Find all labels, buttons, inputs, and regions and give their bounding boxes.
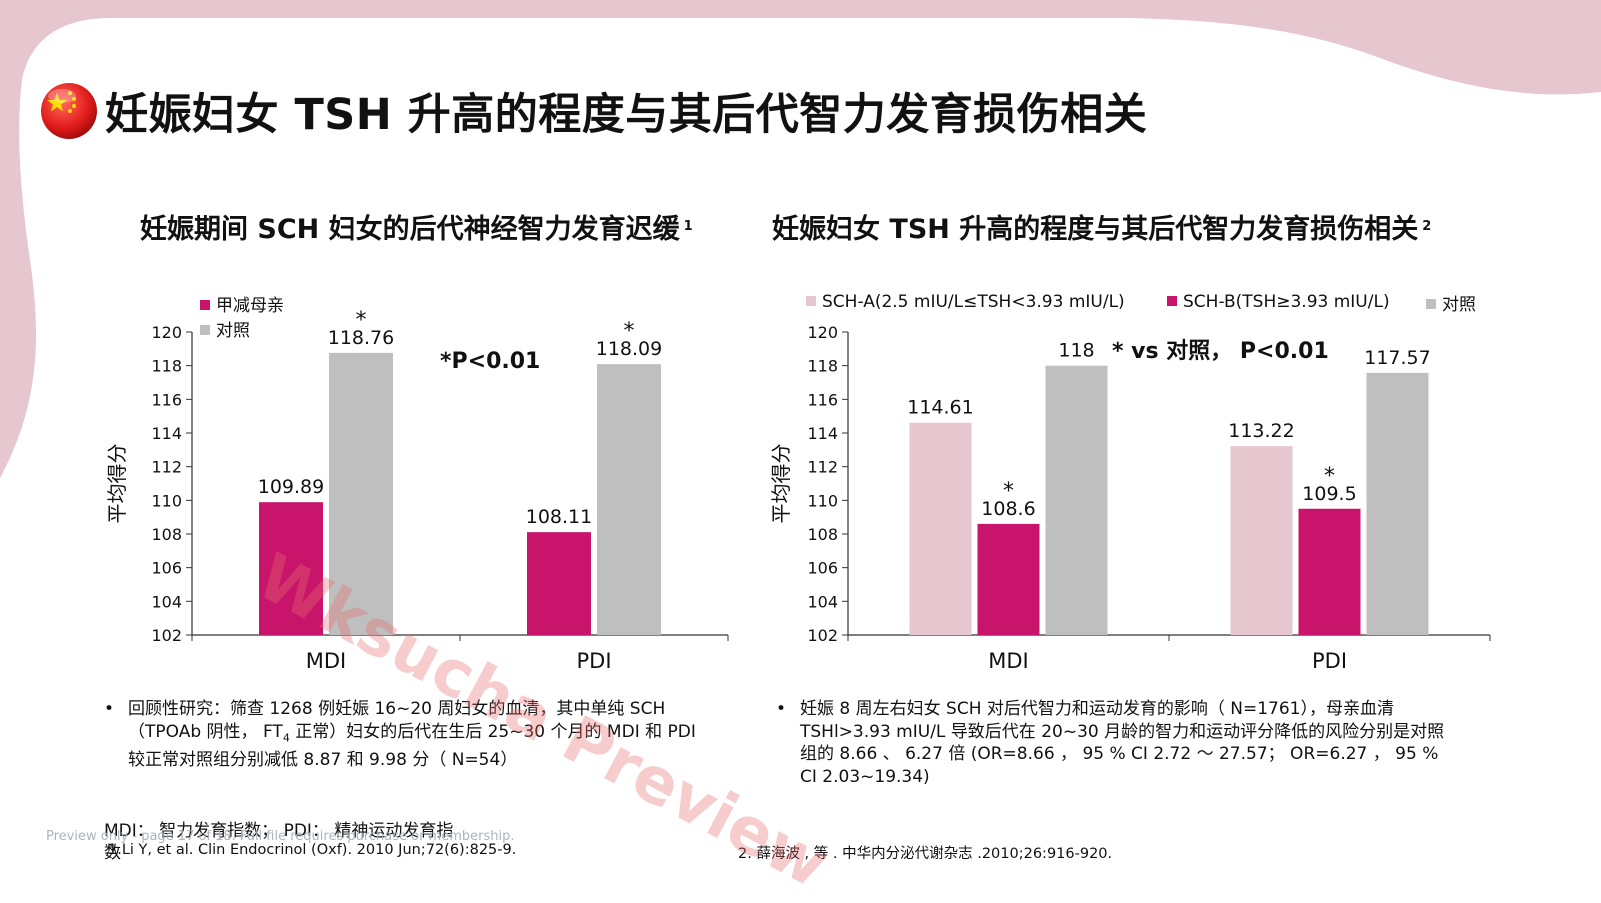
bullet-dot: • <box>776 699 787 719</box>
flag-icon <box>40 82 98 140</box>
y-tick-label: 106 <box>807 559 838 578</box>
bar <box>597 364 661 635</box>
right-chart-subtitle: 妊娠妇女 TSH 升高的程度与其后代智力发育损伤相关 2 <box>772 207 1431 246</box>
data-label: 114.61 <box>907 397 973 419</box>
data-label: 113.22 <box>1228 420 1294 442</box>
right-bullet-text: 妊娠 8 周左右妇女 SCH 对后代智力和运动发育的影响（ N=1761），母亲… <box>800 699 1445 787</box>
left-subtitle-ref: 1 <box>683 219 693 234</box>
y-tick-label: 106 <box>151 559 182 578</box>
y-tick-label: 116 <box>151 390 182 409</box>
data-label: 109.89 <box>258 476 324 498</box>
significance-star: * <box>1003 479 1014 504</box>
legend-swatch <box>1426 299 1436 309</box>
bar <box>527 532 591 635</box>
y-tick-label: 102 <box>807 626 838 645</box>
legend-swatch <box>200 325 210 335</box>
left-subtitle-text: 妊娠期间 SCH 妇女的后代神经智力发育迟缓 <box>140 214 680 245</box>
left-bullet-subscript: 4 <box>282 730 290 744</box>
y-tick-label: 120 <box>807 323 838 342</box>
bullet-dot: • <box>104 699 115 719</box>
y-tick-label: 104 <box>807 592 838 611</box>
y-tick-label: 108 <box>807 525 838 544</box>
left-bullet-text: 回顾性研究：筛查 1268 例妊娠 16~20 周妇女的血清，其中单纯 SCH … <box>128 699 666 742</box>
bar <box>259 502 323 635</box>
data-label: 117.57 <box>1364 347 1430 369</box>
data-label: 109.5 <box>1302 483 1356 505</box>
y-tick-label: 114 <box>807 424 838 443</box>
abbreviation-note-line2: 数 <box>104 843 121 863</box>
y-tick-label: 116 <box>807 390 838 409</box>
bar <box>1045 365 1108 635</box>
y-tick-label: 112 <box>807 458 838 477</box>
bar <box>1298 508 1361 635</box>
data-label: 108.11 <box>526 506 592 528</box>
page-title: 妊娠妇女 TSH 升高的程度与其后代智力发育损伤相关 <box>105 90 1148 140</box>
left-bullet: • 回顾性研究：筛查 1268 例妊娠 16~20 周妇女的血清，其中单纯 SC… <box>104 698 718 772</box>
significance-star: * <box>356 308 367 333</box>
left-chart-subtitle: 妊娠期间 SCH 妇女的后代神经智力发育迟缓 1 <box>140 207 693 246</box>
background-wave <box>0 0 1601 478</box>
y-tick-label: 110 <box>151 491 182 510</box>
legend-label: SCH-A(2.5 mIU/L≤TSH<3.93 mIU/L) <box>822 292 1125 312</box>
legend-swatch <box>806 296 816 306</box>
bar <box>1366 372 1429 635</box>
y-tick-label: 118 <box>151 357 182 376</box>
y-tick-label: 112 <box>151 458 182 477</box>
legend-label: SCH-B(TSH≥3.93 mIU/L) <box>1183 292 1390 312</box>
legend-label: 甲减母亲 <box>216 296 284 316</box>
legend-label: 对照 <box>1442 295 1476 315</box>
y-axis-label: 平均得分 <box>769 444 793 524</box>
left-bullet-text-rest: 正常）妇女的后代在生后 25~30 个月的 MDI 和 PDI 较正常对照组分别… <box>128 721 696 771</box>
y-axis-label: 平均得分 <box>105 444 129 524</box>
data-label: 118 <box>1058 340 1094 362</box>
y-tick-label: 120 <box>151 323 182 342</box>
significance-star: * <box>624 319 635 344</box>
y-tick-label: 102 <box>151 626 182 645</box>
preview-notice: Preview only - page 17 of 18. Full file … <box>46 829 515 844</box>
bar <box>329 352 393 635</box>
y-tick-label: 104 <box>151 592 182 611</box>
significance-annotation: * vs 对照， P<0.01 <box>1112 339 1329 364</box>
right-subtitle-text: 妊娠妇女 TSH 升高的程度与其后代智力发育损伤相关 <box>772 214 1419 245</box>
left-reference: 1.Li Y, et al. Clin Endocrinol (Oxf). 20… <box>108 842 517 858</box>
right-bullet: • 妊娠 8 周左右妇女 SCH 对后代智力和运动发育的影响（ N=1761），… <box>776 698 1460 788</box>
significance-annotation: *P<0.01 <box>440 349 540 374</box>
data-label: 118.09 <box>596 338 662 360</box>
legend-swatch <box>1167 296 1177 306</box>
data-label: 108.6 <box>981 498 1035 520</box>
right-subtitle-ref: 2 <box>1422 219 1432 234</box>
significance-star: * <box>1324 464 1335 489</box>
y-tick-label: 108 <box>151 525 182 544</box>
x-tick-label: MDI <box>306 649 346 673</box>
x-tick-label: MDI <box>988 649 1028 673</box>
legend-label: 对照 <box>216 321 250 341</box>
y-tick-label: 118 <box>807 357 838 376</box>
legend-swatch <box>200 300 210 310</box>
bar <box>1230 446 1293 635</box>
bar <box>909 422 972 635</box>
abbreviation-note-line1: MDI： 智力发育指数； PDI： 精神运动发育指 <box>104 821 454 841</box>
x-tick-label: PDI <box>1312 649 1347 673</box>
right-reference: 2. 薛海波 , 等 . 中华内分泌代谢杂志 .2010;26:916-920. <box>738 846 1113 862</box>
data-label: 118.76 <box>328 327 394 349</box>
y-tick-label: 110 <box>807 491 838 510</box>
bar <box>977 523 1040 635</box>
y-tick-label: 114 <box>151 424 182 443</box>
x-tick-label: PDI <box>576 649 611 673</box>
